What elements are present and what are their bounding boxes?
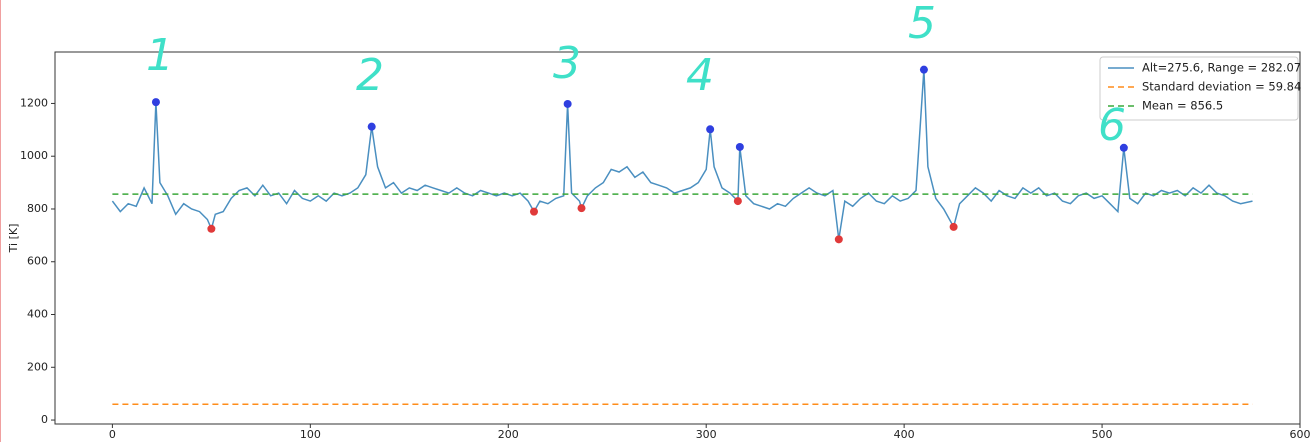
x-tick-label: 100 xyxy=(300,428,321,441)
annotation: 2 xyxy=(356,50,384,101)
y-tick-label: 800 xyxy=(27,202,48,215)
legend-label: Standard deviation = 59.84 xyxy=(1142,80,1301,94)
x-tick-label: 200 xyxy=(498,428,519,441)
y-tick-label: 1000 xyxy=(20,149,48,162)
extremum-point xyxy=(733,197,742,206)
legend-box xyxy=(1099,56,1299,121)
extremum-point xyxy=(706,125,715,134)
extremum-point xyxy=(367,122,376,131)
extremum-point xyxy=(207,224,216,233)
y-tick-label: 1200 xyxy=(20,96,48,109)
y-tick-label: 0 xyxy=(41,413,48,426)
x-tick-label: 500 xyxy=(1092,428,1113,441)
y-tick-label: 400 xyxy=(27,308,48,321)
y-tick-label: 200 xyxy=(27,360,48,373)
extremum-point xyxy=(1119,143,1128,152)
x-tick-label: 0 xyxy=(109,428,116,441)
x-tick-label: 400 xyxy=(894,428,915,441)
extremum-point xyxy=(151,98,160,107)
x-tick-label: 300 xyxy=(696,428,717,441)
extremum-point xyxy=(563,99,572,108)
data-line xyxy=(111,69,1253,240)
extremum-point xyxy=(834,235,843,244)
annotation: 5 xyxy=(908,0,936,49)
extremum-point xyxy=(577,204,586,213)
extremum-point xyxy=(529,207,538,216)
extremum-point xyxy=(919,65,928,74)
y-axis-label: Ti [K] xyxy=(7,224,20,254)
annotation: 4 xyxy=(686,50,714,101)
x-tick-label: 600 xyxy=(1290,428,1311,441)
legend-label: Mean = 856.5 xyxy=(1142,99,1223,113)
extremum-point xyxy=(949,222,958,231)
annotation: 6 xyxy=(1098,100,1126,151)
plot-frame xyxy=(54,51,1301,425)
extremum-point xyxy=(735,142,744,151)
annotation: 1 xyxy=(146,30,174,81)
y-tick-label: 600 xyxy=(27,255,48,268)
legend-label: Alt=275.6, Range = 282.07 xyxy=(1142,61,1301,75)
annotation: 3 xyxy=(553,38,581,89)
